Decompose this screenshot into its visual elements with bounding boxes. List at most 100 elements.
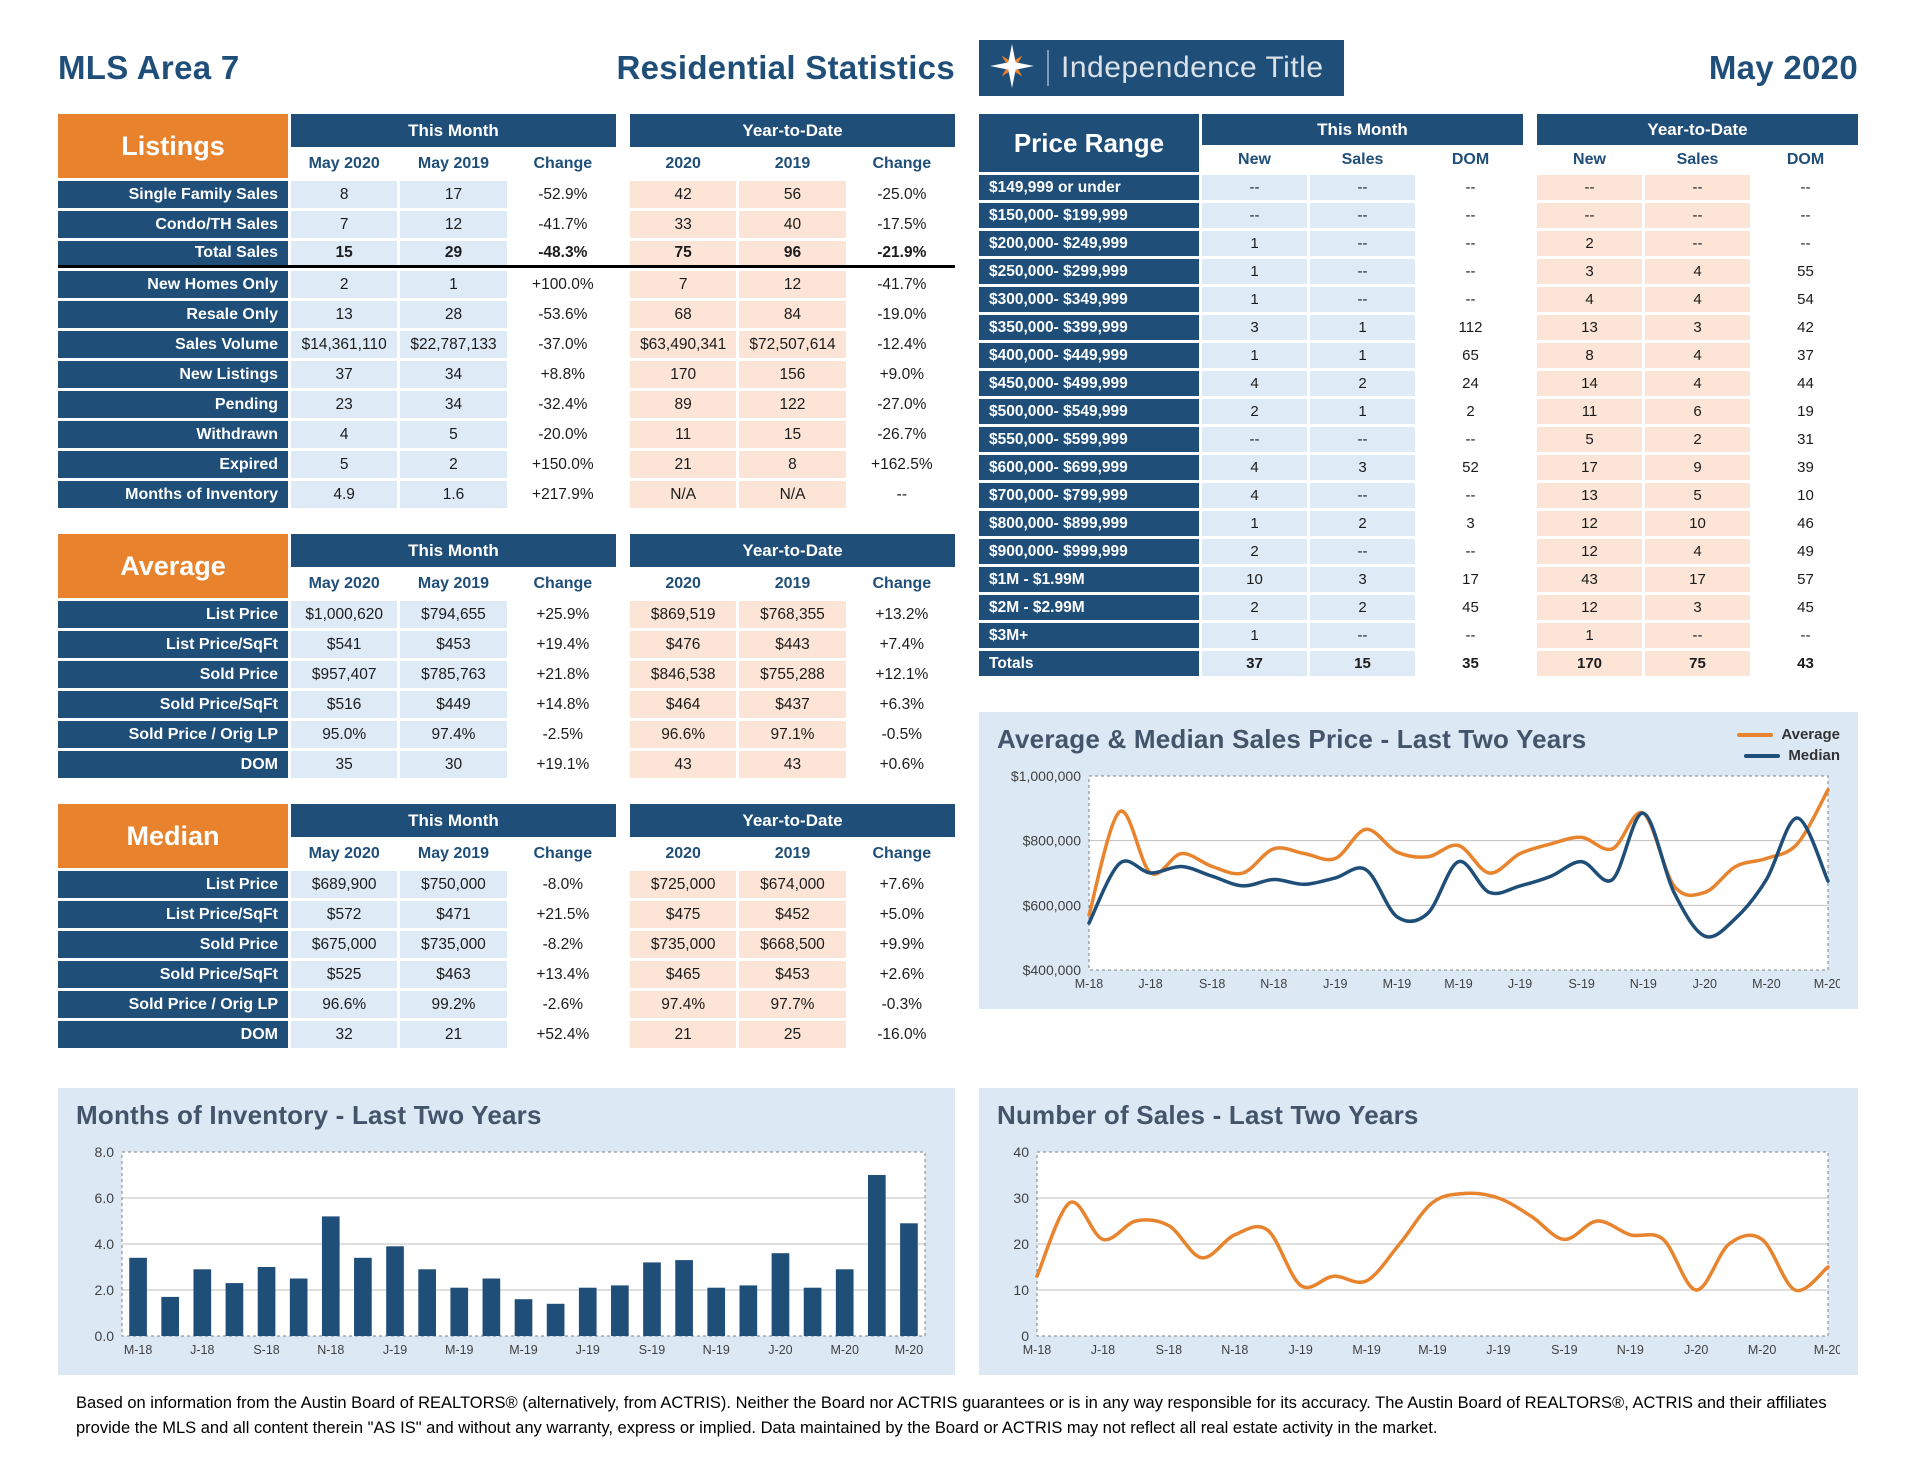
table-row: $300,000- $349,999 1 -- -- 4 4 54 [979, 287, 1858, 312]
value-cell: 4 [1202, 455, 1307, 480]
table-title: Median [58, 804, 288, 868]
value-cell: 52 [1418, 455, 1523, 480]
svg-text:M-20: M-20 [895, 1343, 924, 1357]
column-header: Change [509, 840, 616, 868]
value-cell: 3 [1645, 315, 1750, 340]
value-cell: -- [1418, 231, 1523, 256]
svg-text:2.0: 2.0 [95, 1282, 115, 1298]
svg-text:30: 30 [1013, 1190, 1029, 1206]
value-cell: -- [1418, 175, 1523, 200]
value-cell: 12 [1537, 511, 1642, 536]
value-cell: +21.5% [509, 901, 616, 928]
value-cell: 10 [1645, 511, 1750, 536]
value-cell: -48.3% [509, 241, 616, 265]
table-row: List Price $1,000,620 $794,655 +25.9% $869,5… [58, 601, 955, 628]
table-row: $1M - $1.99M 10 3 17 43 17 57 [979, 567, 1858, 592]
value-cell: $453 [400, 631, 507, 658]
value-cell: -- [1310, 231, 1415, 256]
value-cell: -41.7% [848, 271, 955, 298]
value-cell: 37 [1753, 343, 1858, 368]
value-cell: 2 [1310, 595, 1415, 620]
row-label: Condo/TH Sales [58, 211, 288, 238]
value-cell: 35 [1418, 651, 1523, 676]
value-cell: -- [1537, 203, 1642, 228]
group-gap [1526, 623, 1534, 648]
value-cell: 122 [739, 391, 846, 418]
svg-text:M-19: M-19 [1444, 977, 1473, 991]
svg-text:N-18: N-18 [1260, 977, 1287, 991]
svg-text:J-19: J-19 [1508, 977, 1532, 991]
column-header: 2019 [739, 570, 846, 598]
column-header: May 2019 [400, 150, 507, 178]
value-cell: 3 [1645, 595, 1750, 620]
value-cell: +100.0% [509, 271, 616, 298]
value-cell: -- [1418, 483, 1523, 508]
row-label: Pending [58, 391, 288, 418]
value-cell: -- [1645, 623, 1750, 648]
value-cell: -- [848, 481, 955, 508]
svg-text:J-18: J-18 [1138, 977, 1162, 991]
value-cell: -- [1202, 427, 1307, 452]
row-label: Months of Inventory [58, 481, 288, 508]
svg-text:N-19: N-19 [1630, 977, 1657, 991]
table-row: $350,000- $399,999 3 1 112 13 3 42 [979, 315, 1858, 340]
median-table: Median This Month Year-to-Date May 2020 May … [58, 804, 955, 1048]
value-cell: $957,407 [291, 661, 398, 688]
group-gap [619, 721, 627, 748]
svg-text:M-19: M-19 [1383, 977, 1412, 991]
table-row: $2M - $2.99M 2 2 45 12 3 45 [979, 595, 1858, 620]
value-cell: 8 [739, 451, 846, 478]
value-cell: -- [1202, 203, 1307, 228]
column-header: May 2020 [291, 570, 398, 598]
value-cell: 3 [1418, 511, 1523, 536]
svg-text:S-19: S-19 [1551, 1343, 1577, 1357]
row-label: $900,000- $999,999 [979, 539, 1199, 564]
value-cell: 46 [1753, 511, 1858, 536]
row-label: Resale Only [58, 301, 288, 328]
value-cell: +13.4% [509, 961, 616, 988]
value-cell: 12 [739, 271, 846, 298]
group-gap [619, 931, 627, 958]
value-cell: 25 [739, 1021, 846, 1048]
value-cell: 37 [291, 361, 398, 388]
value-cell: 21 [400, 1021, 507, 1048]
number-of-sales-chart: 0 10 20 30 40 M-18 J-18 S-18 N-18 J-19 M-19 M-19 J-1… [1013, 1144, 1842, 1357]
value-cell: -52.9% [509, 181, 616, 208]
group-gap [619, 361, 627, 388]
svg-text:40: 40 [1013, 1144, 1029, 1160]
value-cell: -- [1310, 203, 1415, 228]
avg-median-sales-price-chart: $400,000 $600,000 $800,000 $1,000,000 M-18 J-… [1011, 768, 1842, 991]
table-row: $400,000- $449,999 1 1 65 8 4 37 [979, 343, 1858, 368]
value-cell: $465 [630, 961, 737, 988]
value-cell: -- [1418, 539, 1523, 564]
value-cell: -27.0% [848, 391, 955, 418]
row-label: Sold Price / Orig LP [58, 991, 288, 1018]
row-label: $150,000- $199,999 [979, 203, 1199, 228]
value-cell: 1 [1310, 315, 1415, 340]
value-cell: +6.3% [848, 691, 955, 718]
value-cell: 3 [1310, 567, 1415, 592]
column-header: DOM [1418, 148, 1523, 172]
value-cell: -- [1310, 539, 1415, 564]
value-cell: $750,000 [400, 871, 507, 898]
group-gap [619, 391, 627, 418]
months-of-inventory-chart: 0.0 2.0 4.0 6.0 8.0 M-18 J-18 S-18 N-18 J-19 M-19 M… [95, 1144, 926, 1357]
value-cell: +19.1% [509, 751, 616, 778]
value-cell: $22,787,133 [400, 331, 507, 358]
value-cell: 31 [1753, 427, 1858, 452]
median-line-swatch [1744, 753, 1781, 758]
value-cell: +9.9% [848, 931, 955, 958]
column-header: May 2019 [400, 570, 507, 598]
value-cell: 4.9 [291, 481, 398, 508]
group-gap [1526, 315, 1534, 340]
value-cell: +21.8% [509, 661, 616, 688]
chart-title-price: Average & Median Sales Price - Last Two … [997, 724, 1587, 754]
value-cell: -53.6% [509, 301, 616, 328]
row-label: Sold Price [58, 661, 288, 688]
column-header: New [1537, 148, 1642, 172]
value-cell: N/A [630, 481, 737, 508]
value-cell: 1 [400, 271, 507, 298]
value-cell: 37 [1202, 651, 1307, 676]
group-this-month: This Month [291, 804, 616, 837]
table-row: Sold Price/SqFt $516 $449 +14.8% $464 $437 +6.… [58, 691, 955, 718]
